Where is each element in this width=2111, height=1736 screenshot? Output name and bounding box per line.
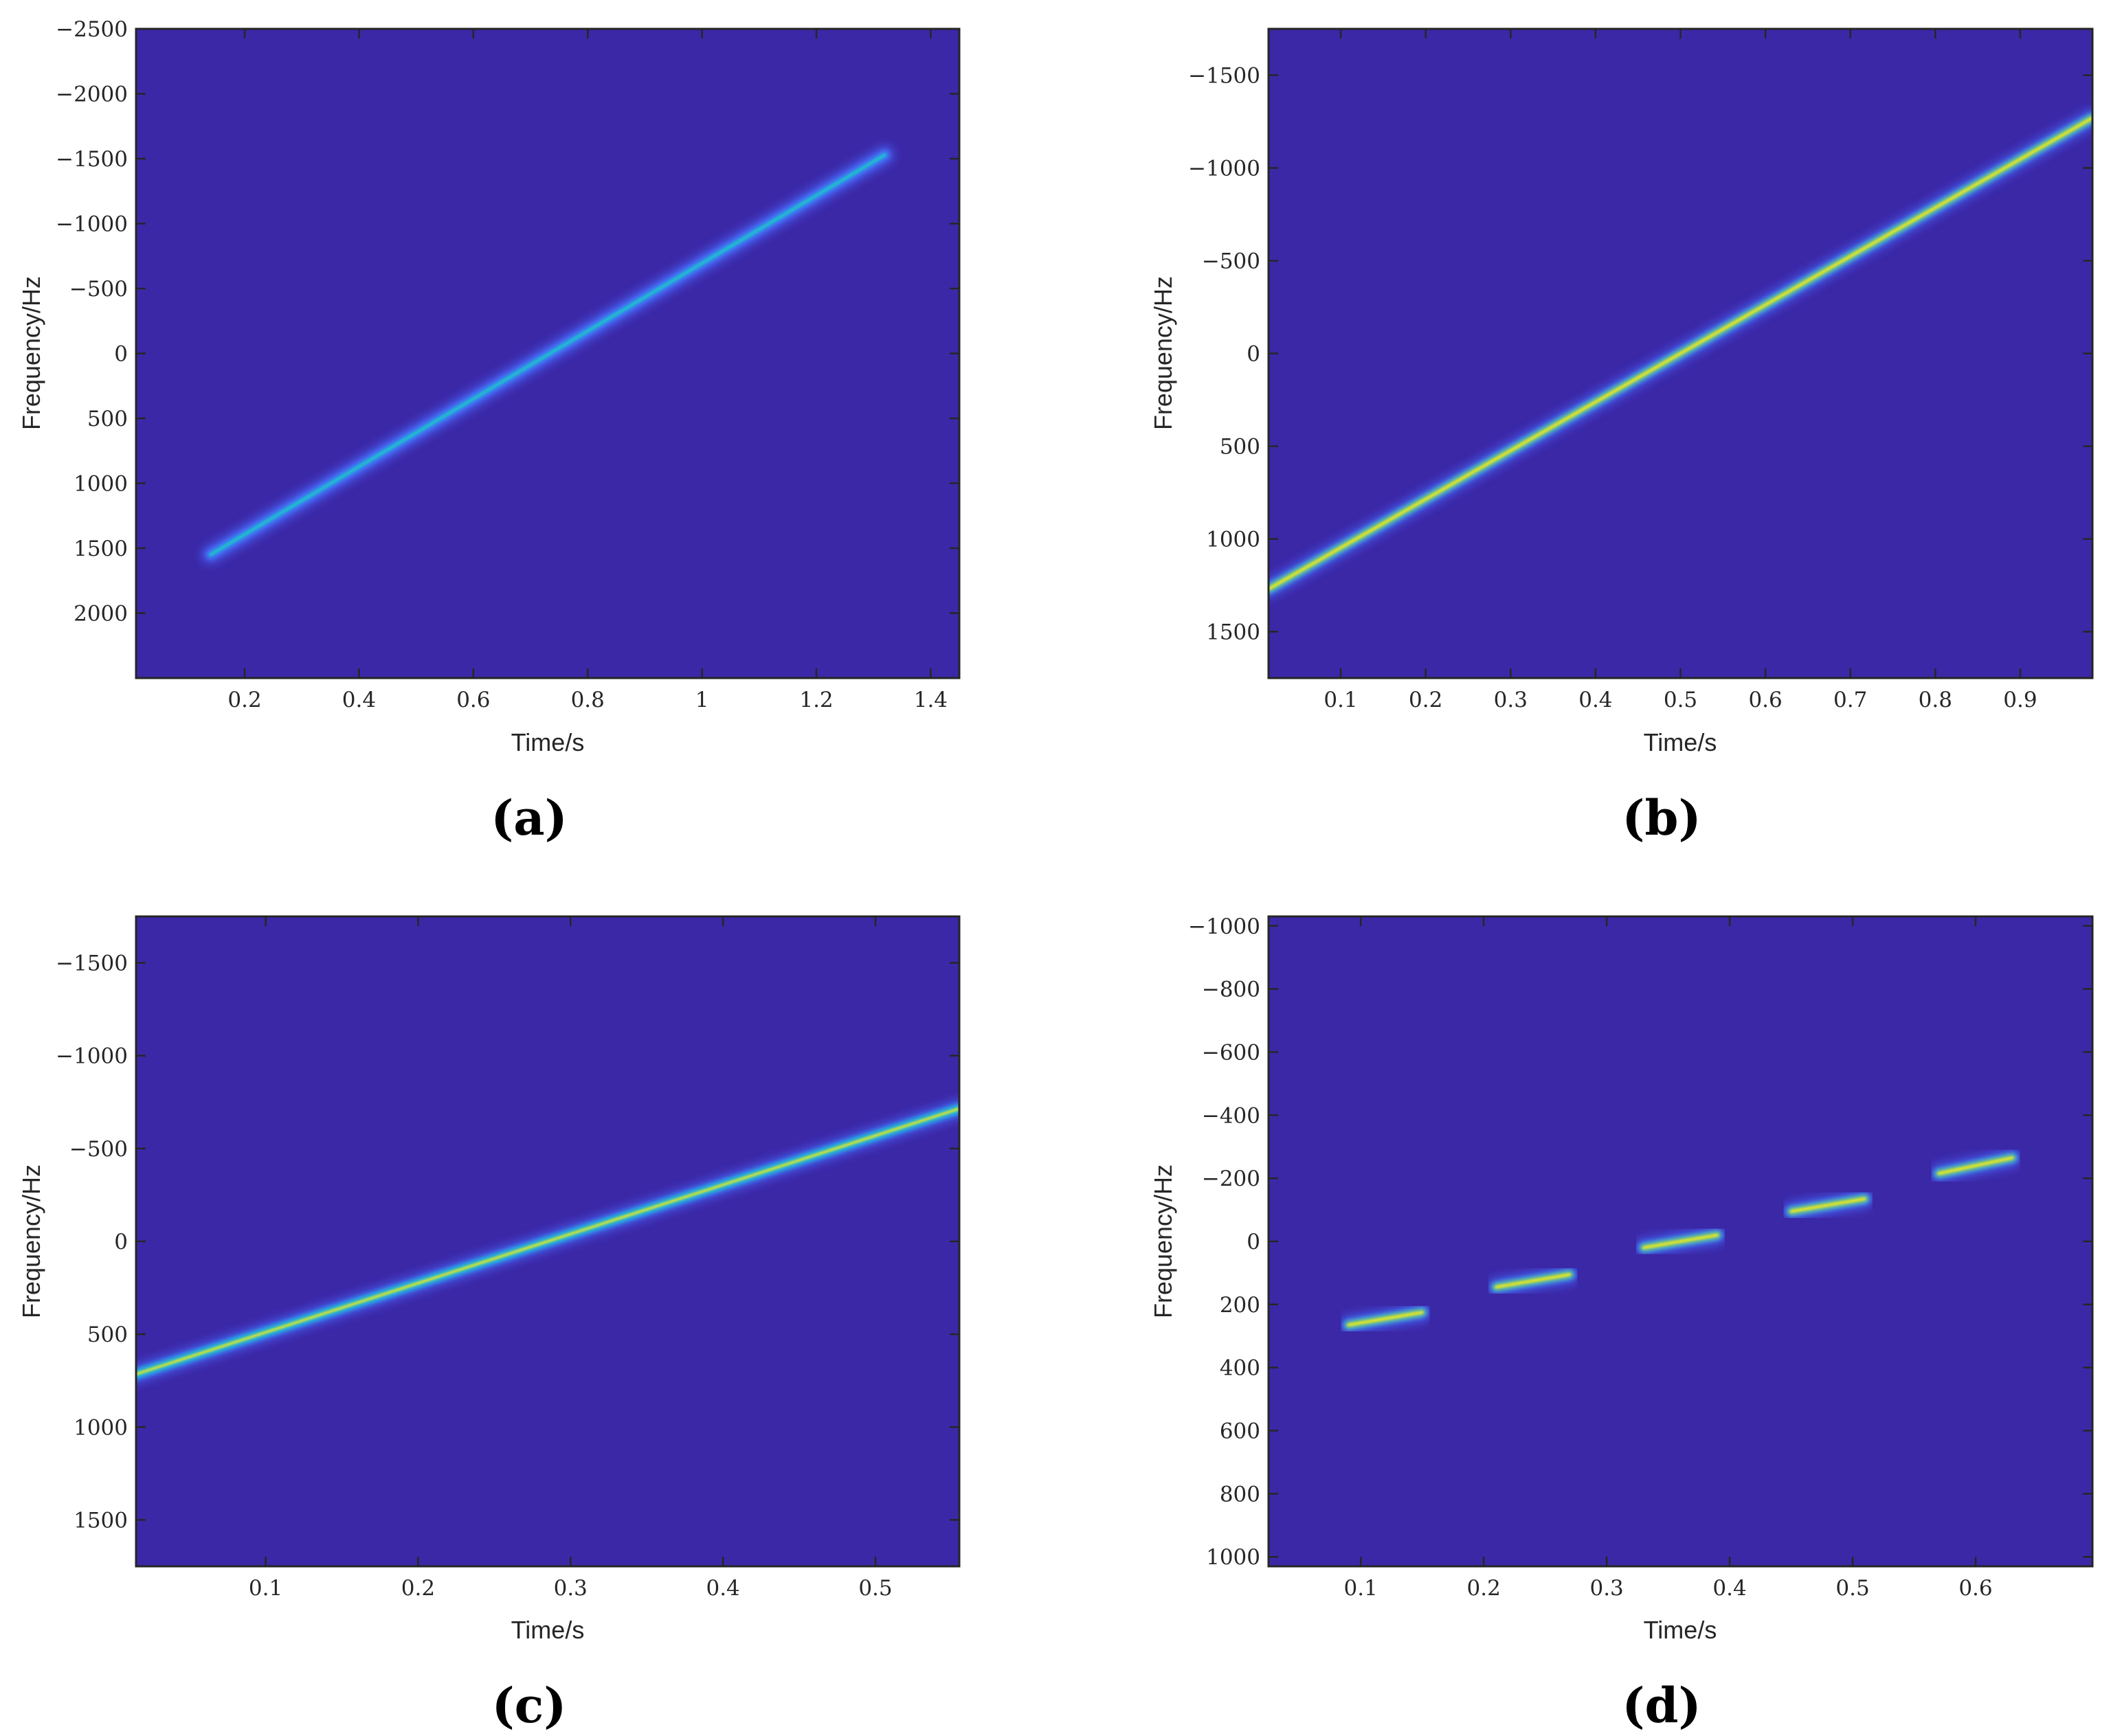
panel-a-y-tick-label: 1000: [74, 472, 128, 497]
panel-b-y-tick-label: −500: [1202, 249, 1260, 274]
panel-c-y-tick-label: −1500: [56, 951, 128, 976]
panel-b-x-tick-label: 0.9: [2003, 688, 2037, 712]
panel-a-y-tick-label: 500: [87, 407, 128, 431]
panel-c-y-tick-label: 500: [87, 1322, 128, 1347]
panel-d-ridge-segment-5: [1930, 1149, 2022, 1183]
panel-a-y-tick-label: −1000: [56, 212, 128, 237]
panel-a-spectrogram-marks: [201, 146, 894, 564]
panel-a-x-tick-label: 0.6: [456, 688, 490, 712]
panel-a: 0.2 0.4 0.6 0.8 1 1.2 1.4 −2500 −2000 −1500 −1000 −…: [17, 17, 961, 846]
panel-b-x-tick-label: 0.3: [1494, 688, 1528, 712]
panel-c-y-tick-label: 1000: [74, 1415, 128, 1440]
panel-b-x-tick-label: 0.1: [1323, 688, 1357, 712]
panel-d-y-tick-label: −800: [1202, 978, 1260, 1002]
panel-a-y-tick-label: −2000: [56, 82, 128, 107]
panel-b-y-tick-label: 0: [1247, 342, 1260, 367]
panel-b-y-tick-label: −1500: [1188, 64, 1260, 89]
panel-d-x-tick-label: 0.4: [1712, 1576, 1746, 1601]
panel-b-ridge-segment-1: [1269, 109, 2092, 598]
panel-b-y-tick-label: 500: [1220, 435, 1260, 460]
panel-b: 0.1 0.2 0.3 0.4 0.5 0.6 0.7 0.8 0.9 −1500 −1000 −50…: [1149, 27, 2094, 846]
panel-d-y-tick-label: 1000: [1206, 1545, 1260, 1570]
panel-d-y-tick-label: 0: [1247, 1230, 1260, 1254]
panel-b-x-tick-label: 0.2: [1409, 688, 1442, 712]
panel-b-y-tick-label: −1000: [1188, 157, 1260, 181]
panel-c-y-axis-title: Frequency/Hz: [17, 1164, 45, 1318]
panel-b-y-tick-label: 1500: [1206, 620, 1260, 645]
panel-a-y-tick-label: −2500: [56, 17, 128, 42]
panel-d-x-tick-label: 0.1: [1344, 1576, 1378, 1601]
panel-b-y-tick-label: 1000: [1206, 528, 1260, 552]
panel-b-x-tick-label: 0.5: [1664, 688, 1697, 712]
panel-a-x-axis-title: Time/s: [511, 728, 585, 756]
panel-d-y-tick-label: 400: [1220, 1356, 1260, 1381]
panel-d-ridge-segment-4: [1782, 1190, 1874, 1221]
panel-a-x-tick-label: 1.4: [914, 688, 948, 712]
panel-a-x-tick-label: 1: [695, 688, 709, 712]
panel-b-spectrogram-marks: [1269, 109, 2092, 598]
panel-c-x-tick-label: 0.1: [249, 1576, 282, 1601]
panel-d-y-tick-label: 600: [1220, 1419, 1260, 1444]
panel-a-y-tick-label: 2000: [74, 602, 128, 627]
panel-d-ridge-segment-2: [1487, 1265, 1579, 1296]
panel-c-x-axis-title: Time/s: [511, 1616, 585, 1644]
panel-d-x-tick-label: 0.5: [1835, 1576, 1869, 1601]
panel-b-x-tick-label: 0.8: [1919, 688, 1952, 712]
panel-a-label: (a): [491, 789, 568, 846]
panel-a-x-tick-label: 0.8: [571, 688, 605, 712]
panel-b-x-tick-label: 0.4: [1578, 688, 1612, 712]
panel-d-y-axis-title: Frequency/Hz: [1149, 1164, 1177, 1318]
panel-c-y-tick-label: 0: [114, 1230, 128, 1254]
panel-d-x-tick-label: 0.3: [1589, 1576, 1623, 1601]
panel-b-y-axis-title: Frequency/Hz: [1149, 276, 1177, 430]
panel-b-x-axis-title: Time/s: [1644, 728, 1717, 756]
panel-d-y-tick-label: −200: [1202, 1166, 1260, 1191]
panel-a-x-tick-label: 0.4: [342, 688, 376, 712]
panel-d: 0.1 0.2 0.3 0.4 0.5 0.6 −1000 −800 −600 −400 −200 0…: [1149, 914, 2094, 1734]
panel-d-x-tick-label: 0.2: [1467, 1576, 1501, 1601]
panel-d-spectrogram-marks: [1339, 1149, 2022, 1334]
panel-c-x-tick-label: 0.4: [706, 1576, 739, 1601]
panel-c-y-tick-label: 1500: [74, 1508, 128, 1533]
panel-b-x-tick-label: 0.6: [1748, 688, 1782, 712]
panel-c-y-tick-label: −500: [69, 1137, 128, 1162]
panel-c-spectrogram-marks: [136, 1099, 959, 1384]
panel-d-y-tick-label: −600: [1202, 1040, 1260, 1065]
panel-d-ticks: 0.1 0.2 0.3 0.4 0.5 0.6 −1000 −800 −600 −400 −200 0…: [1188, 914, 2092, 1601]
panel-c-y-tick-label: −1000: [56, 1044, 128, 1069]
panel-d-y-tick-label: −400: [1202, 1103, 1260, 1128]
panel-d-x-axis-title: Time/s: [1644, 1616, 1717, 1644]
panel-b-label: (b): [1622, 789, 1701, 846]
panel-d-x-tick-label: 0.6: [1958, 1576, 1992, 1601]
panel-d-y-tick-label: −1000: [1188, 914, 1260, 939]
panel-a-y-tick-label: 1500: [74, 537, 128, 561]
panel-c-x-tick-label: 0.5: [858, 1576, 892, 1601]
panel-b-x-tick-label: 0.7: [1833, 688, 1867, 712]
panel-d-label: (d): [1622, 1677, 1701, 1734]
panel-d-y-tick-label: 800: [1220, 1482, 1260, 1507]
panel-c-ridge-segment-1: [136, 1099, 959, 1384]
panel-a-y-tick-label: −500: [69, 277, 128, 302]
panel-a-x-tick-label: 1.2: [799, 688, 833, 712]
panel-a-x-tick-label: 0.2: [227, 688, 261, 712]
panel-d-ridge-segment-3: [1634, 1226, 1727, 1257]
panel-c: 0.1 0.2 0.3 0.4 0.5 −1500 −1000 −500 0 500 1000 150…: [17, 915, 961, 1734]
panel-d-ridge-segment-1: [1339, 1303, 1431, 1334]
panel-a-ticks: 0.2 0.4 0.6 0.8 1 1.2 1.4 −2500 −2000 −1500 −1000 −…: [56, 17, 959, 712]
panel-a-ridge-segment-1: [201, 146, 894, 564]
panel-b-ticks: 0.1 0.2 0.3 0.4 0.5 0.6 0.7 0.8 0.9 −1500 −1000 −50…: [1188, 29, 2092, 712]
panel-c-x-tick-label: 0.3: [554, 1576, 588, 1601]
panel-a-y-axis-title: Frequency/Hz: [17, 276, 45, 430]
panel-a-y-tick-label: −1500: [56, 147, 128, 172]
panel-c-ticks: 0.1 0.2 0.3 0.4 0.5 −1500 −1000 −500 0 500 1000 150…: [56, 916, 959, 1601]
panel-c-label: (c): [492, 1677, 567, 1734]
panel-d-y-tick-label: 200: [1220, 1293, 1260, 1318]
panel-c-x-tick-label: 0.2: [401, 1576, 435, 1601]
panel-a-y-tick-label: 0: [114, 342, 128, 367]
